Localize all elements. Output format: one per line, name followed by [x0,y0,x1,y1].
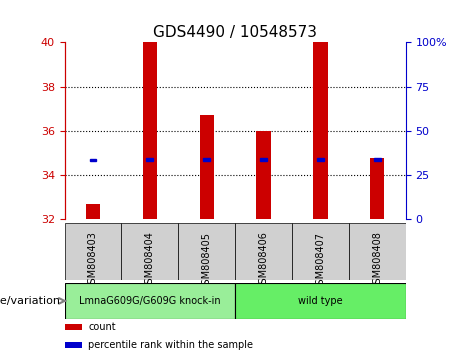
Bar [374,158,381,161]
Bar [178,223,235,280]
Bar [256,131,271,219]
Bar [65,324,82,330]
Bar [203,158,210,161]
Text: count: count [89,322,116,332]
Text: GSM808403: GSM808403 [88,232,98,290]
Bar [89,159,96,161]
Bar [313,42,327,219]
Bar [147,158,153,161]
Bar [370,158,384,219]
Bar [65,283,235,319]
Bar [65,223,121,280]
Text: GSM808404: GSM808404 [145,232,155,290]
Bar [235,283,406,319]
Bar [235,223,292,280]
Bar [317,158,324,161]
Text: genotype/variation: genotype/variation [0,296,60,306]
Bar [200,115,214,219]
Bar [121,223,178,280]
Text: GSM808406: GSM808406 [259,232,269,290]
Title: GDS4490 / 10548573: GDS4490 / 10548573 [153,25,317,40]
Text: GSM808407: GSM808407 [315,232,325,291]
Bar [65,342,82,348]
Bar [143,42,157,219]
Bar [86,204,100,219]
Text: wild type: wild type [298,296,343,306]
Bar [292,223,349,280]
Text: LmnaG609G/G609G knock-in: LmnaG609G/G609G knock-in [79,296,221,306]
Bar [349,223,406,280]
Text: GSM808408: GSM808408 [372,232,382,290]
Text: GSM808405: GSM808405 [201,232,212,291]
Bar [260,158,267,161]
Text: percentile rank within the sample: percentile rank within the sample [89,340,254,350]
